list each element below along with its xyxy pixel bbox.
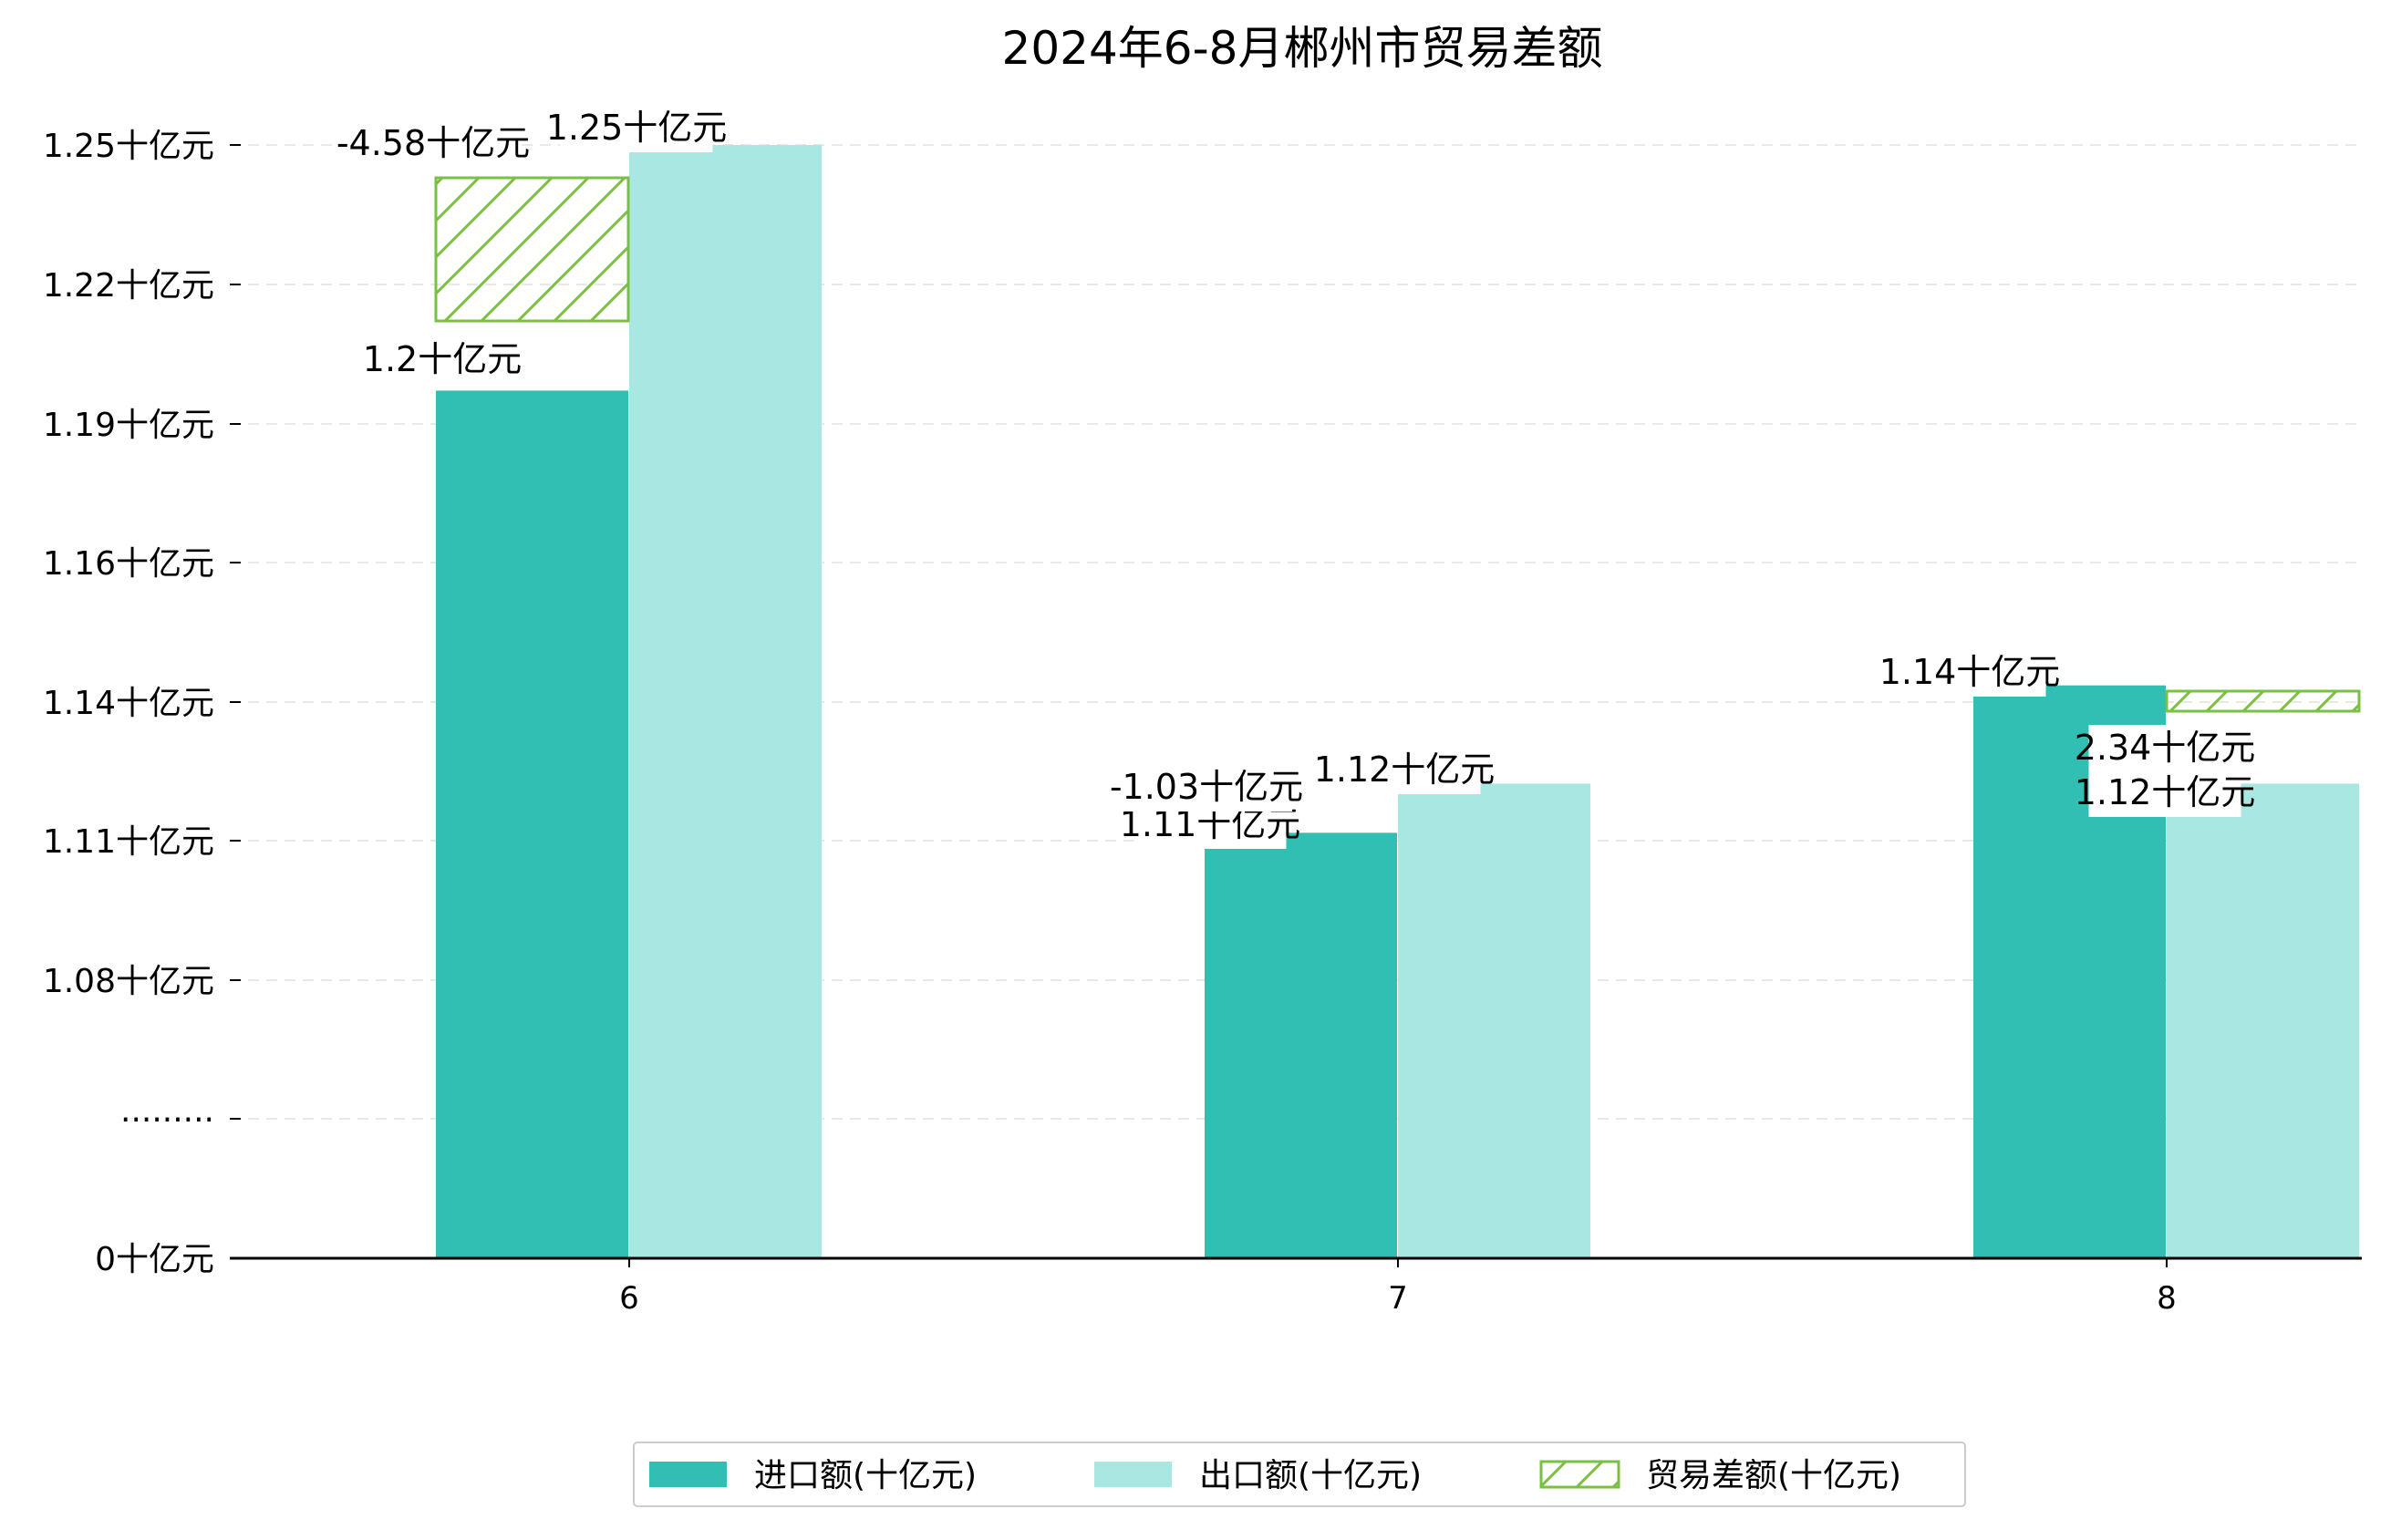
legend: 进口额(十亿元) 出口额(十亿元) 贸易差额(十亿元) [633, 1442, 1966, 1507]
y-tick-label: 1.16十亿元 [43, 545, 214, 583]
legend-label: 出口额(十亿元) [1199, 1457, 1422, 1494]
svg-text:-4.58十亿元: -4.58十亿元 [336, 123, 530, 163]
data-labels: 1.2十亿元1.25十亿元-4.58十亿元1.11十亿元1.12十亿元-1.03… [336, 105, 2255, 849]
legend-label: 贸易差额(十亿元) [1646, 1457, 1901, 1494]
export-value-label: 1.12十亿元 [2075, 770, 2256, 817]
balance-value-label: -1.03十亿元 [1110, 764, 1303, 811]
import-bar [1205, 832, 1397, 1258]
svg-text:1.12十亿元: 1.12十亿元 [1314, 749, 1496, 790]
import-bar [436, 390, 628, 1259]
y-tick-label: 1.25十亿元 [43, 128, 214, 165]
y-tick-label: 1.14十亿元 [43, 685, 214, 722]
y-tick-label: 1.11十亿元 [43, 823, 214, 861]
legend-frame [633, 1442, 1966, 1507]
balance-value-label: -4.58十亿元 [336, 120, 530, 168]
bars [434, 145, 2361, 1259]
legend-item: 进口额(十亿元) [649, 1457, 977, 1494]
balance-bar [434, 176, 630, 323]
export-value-label: 1.25十亿元 [546, 105, 728, 152]
x-tick-label: 6 [619, 1280, 639, 1317]
y-tick-label: 0十亿元 [95, 1241, 214, 1278]
legend-label: 进口额(十亿元) [754, 1457, 977, 1494]
legend-item: 出口额(十亿元) [1094, 1457, 1422, 1494]
svg-text:1.2十亿元: 1.2十亿元 [363, 339, 522, 379]
export-bar [1398, 783, 1590, 1258]
svg-text:1.25十亿元: 1.25十亿元 [546, 108, 728, 148]
x-tick-label: 7 [1388, 1280, 1408, 1317]
y-tick-label: ········· [120, 1101, 214, 1139]
legend-swatch [1094, 1462, 1172, 1487]
svg-text:1.14十亿元: 1.14十亿元 [1879, 652, 2061, 692]
svg-text:-1.03十亿元: -1.03十亿元 [1110, 767, 1303, 807]
axes: 0十亿元 ········· 1.08十亿元 1.11十亿元 1.14十亿元 1.16十亿… [43, 128, 2362, 1317]
y-tick-label: 1.22十亿元 [43, 267, 214, 305]
y-tick-label: 1.08十亿元 [43, 963, 214, 1000]
legend-item: 贸易差额(十亿元) [1539, 1457, 1901, 1494]
balance-bar [2165, 689, 2361, 713]
chart-title: 2024年6-8月郴州市贸易差额 [1002, 22, 1603, 75]
export-bar [2167, 783, 2359, 1258]
svg-text:2.34十亿元: 2.34十亿元 [2075, 728, 2256, 768]
import-value-label: 1.2十亿元 [363, 336, 522, 384]
x-tick-label: 8 [2157, 1280, 2177, 1317]
svg-text:1.12十亿元: 1.12十亿元 [2075, 772, 2256, 812]
import-value-label: 1.14十亿元 [1879, 649, 2061, 697]
y-tick-label: 1.19十亿元 [43, 407, 214, 444]
export-bar [629, 145, 822, 1258]
legend-swatch [1539, 1460, 1620, 1489]
balance-value-label: 2.34十亿元 [2075, 725, 2256, 772]
export-value-label: 1.12十亿元 [1314, 747, 1496, 794]
legend-swatch [649, 1462, 727, 1487]
